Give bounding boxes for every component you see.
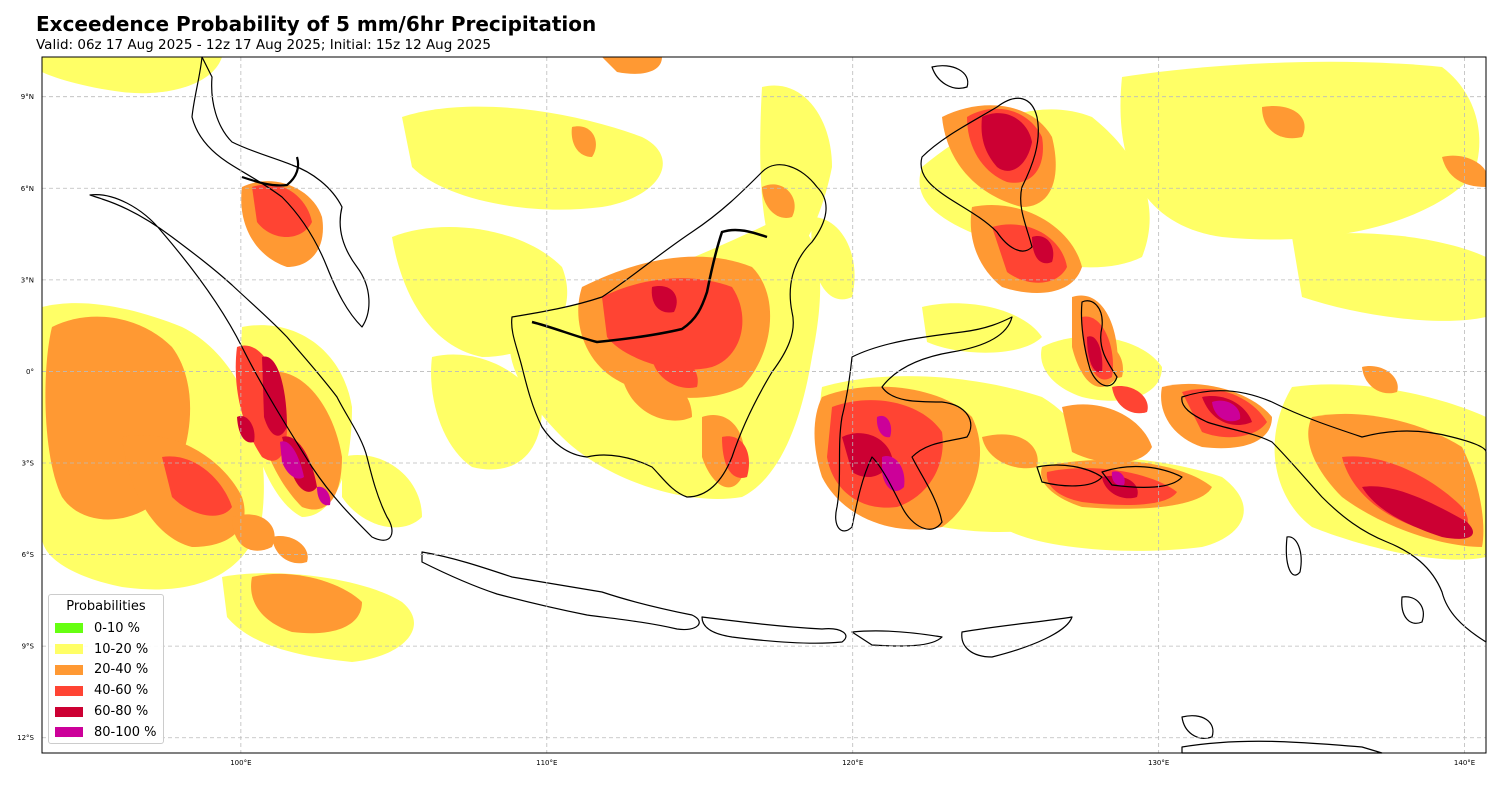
chart-title: Exceedence Probability of 5 mm/6hr Preci… bbox=[36, 12, 597, 36]
legend-label: 60-80 % bbox=[94, 704, 149, 720]
lon-tick-label: 130°E bbox=[1148, 759, 1169, 767]
lon-tick-label: 110°E bbox=[536, 759, 557, 767]
border-malaysia bbox=[241, 156, 300, 187]
coastline-papua bbox=[1181, 390, 1487, 643]
coastline-mindanao bbox=[920, 97, 1039, 252]
legend-label: 80-100 % bbox=[94, 724, 157, 740]
coastline-lesser-sunda bbox=[701, 616, 847, 644]
legend-swatch bbox=[55, 727, 83, 738]
legend-swatch bbox=[55, 623, 83, 634]
legend-swatch bbox=[55, 685, 83, 696]
lat-tick-label: 6°N bbox=[21, 185, 34, 193]
lat-tick-label: 3°N bbox=[21, 276, 34, 284]
legend-label: 0-10 % bbox=[94, 620, 140, 636]
coastlines bbox=[89, 56, 1487, 754]
legend-title: Probabilities bbox=[66, 599, 146, 614]
legend-swatch bbox=[55, 664, 83, 675]
legend-item: 80-100 % bbox=[55, 722, 157, 743]
lat-tick-label: 12°S bbox=[17, 734, 34, 742]
legend-label: 10-20 % bbox=[94, 641, 149, 657]
border-borneo bbox=[531, 228, 768, 344]
coastline-sulawesi bbox=[835, 316, 1013, 532]
precip-80-100 bbox=[280, 400, 1241, 506]
precipitation-map: 100°E 110°E 120°E 130°E 140°E 9°N 6°N 3°N 0° 3°S 6… bbox=[17, 56, 1487, 767]
legend-item: 10-20 % bbox=[55, 639, 157, 660]
legend-swatch bbox=[55, 644, 83, 655]
lon-tick-label: 100°E bbox=[230, 759, 251, 767]
legend-swatch bbox=[55, 706, 83, 717]
lon-tick-label: 140°E bbox=[1454, 759, 1475, 767]
gridlines bbox=[42, 57, 1486, 753]
lat-tick-label: 3°S bbox=[22, 460, 35, 468]
coastline-sumatra bbox=[89, 194, 393, 541]
coastline-halmahera bbox=[1080, 300, 1118, 387]
map-frame bbox=[41, 56, 1487, 754]
legend-item: 40-60 % bbox=[55, 680, 157, 701]
legend-label: 40-60 % bbox=[94, 683, 149, 699]
chart-subtitle: Valid: 06z 17 Aug 2025 - 12z 17 Aug 2025… bbox=[36, 37, 491, 53]
lat-tick-label: 9°S bbox=[22, 643, 35, 651]
coastline-borneo bbox=[511, 164, 827, 498]
coastline-java bbox=[421, 551, 700, 631]
legend: Probabilities 0-10 % 10-20 % 20-40 % 40-… bbox=[48, 594, 164, 744]
legend-label: 20-40 % bbox=[94, 662, 149, 678]
coastline-malay-peninsula bbox=[191, 56, 370, 328]
lat-tick-label: 9°N bbox=[21, 93, 34, 101]
legend-item: 20-40 % bbox=[55, 660, 157, 681]
lat-tick-label: 0° bbox=[26, 368, 34, 376]
lat-tick-label: 6°S bbox=[22, 551, 35, 559]
tick-labels: 100°E 110°E 120°E 130°E 140°E 9°N 6°N 3°N 0° 3°S 6… bbox=[17, 93, 1475, 767]
legend-item: 60-80 % bbox=[55, 701, 157, 722]
lon-tick-label: 120°E bbox=[842, 759, 863, 767]
legend-item: 0-10 % bbox=[55, 618, 157, 639]
